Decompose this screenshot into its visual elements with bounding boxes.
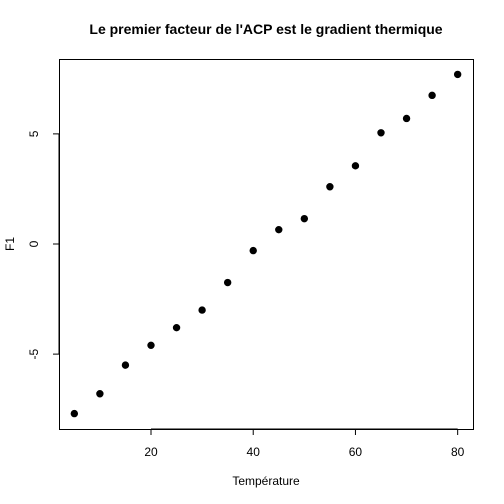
y-axis: -5 0 5 <box>27 130 60 359</box>
plot-frame <box>59 59 474 430</box>
data-points <box>70 70 462 418</box>
y-tick-label: -5 <box>27 348 41 359</box>
y-tick-label: 5 <box>27 130 41 137</box>
y-tick-label: 0 <box>27 240 41 247</box>
x-tick-label: 20 <box>144 445 158 459</box>
data-point <box>351 162 360 170</box>
data-point <box>147 341 155 350</box>
x-axis: 20 40 60 80 <box>144 428 465 459</box>
data-point <box>223 278 232 287</box>
y-axis-label: F1 <box>3 237 17 251</box>
x-tick-label: 60 <box>349 445 363 459</box>
data-point <box>172 323 181 332</box>
data-point <box>326 183 334 191</box>
data-point <box>70 409 79 418</box>
data-point <box>121 361 130 369</box>
x-axis-label: Température <box>232 474 300 488</box>
data-point <box>198 306 206 314</box>
data-point <box>300 214 309 223</box>
x-tick-label: 80 <box>451 445 465 459</box>
data-point <box>428 91 436 100</box>
chart-title: Le premier facteur de l'ACP est le gradi… <box>89 21 442 37</box>
data-point <box>96 390 104 398</box>
x-tick-label: 40 <box>247 445 261 459</box>
data-point <box>377 129 385 137</box>
data-point <box>275 225 283 234</box>
data-point <box>249 246 257 255</box>
data-point <box>402 114 411 123</box>
data-point <box>453 70 462 79</box>
